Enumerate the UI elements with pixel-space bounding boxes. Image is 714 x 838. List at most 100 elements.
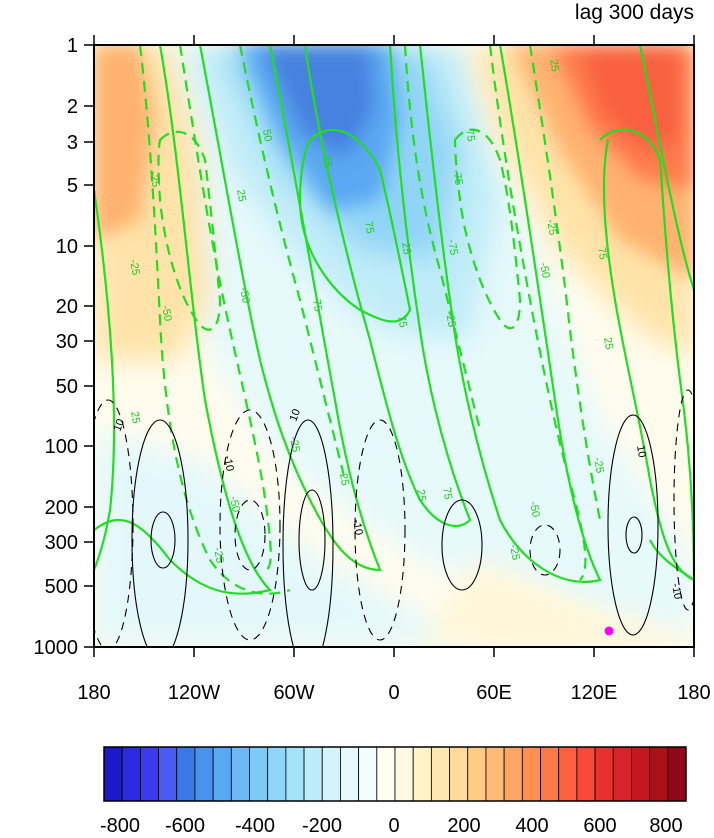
y-tick-label: 10	[56, 236, 78, 258]
x-tick-label: 60E	[476, 682, 512, 704]
chart-title: lag 300 days	[575, 1, 694, 24]
x-tick-labels: 180 120W 60W 0 60E 120E 180	[77, 682, 710, 704]
green-contour-dashed	[403, 45, 482, 431]
x-tick-label: 180	[77, 682, 110, 704]
colorbar-label: 400	[515, 815, 548, 837]
green-label: 25	[399, 241, 413, 255]
green-label: -25	[287, 435, 302, 453]
x-tick-label: 0	[388, 682, 399, 704]
green-label: 25	[320, 154, 334, 168]
black-contour-labels: 10 -10 10 -10 10 -10	[112, 407, 684, 600]
green-contour-line	[418, 45, 602, 583]
green-contour-dashed	[178, 45, 272, 572]
neg-region-light-lower	[94, 430, 520, 647]
black-contour-line	[150, 511, 176, 569]
colorbar-swatch	[558, 746, 578, 802]
colorbar-swatch	[430, 746, 450, 802]
black-contour-dashed	[354, 419, 406, 641]
black-label: 10	[634, 444, 648, 458]
colorbar-swatch	[412, 746, 432, 802]
colorbar-swatch	[158, 746, 178, 802]
colorbar-label: -800	[100, 815, 140, 837]
y-tick-label: 200	[45, 497, 78, 519]
green-label: -25	[127, 258, 142, 276]
green-label: -25	[591, 456, 606, 474]
colorbar-label: 600	[583, 815, 616, 837]
colorbar-swatch	[631, 746, 651, 802]
colorbar-label: -600	[165, 815, 205, 837]
y-tick-label: 20	[56, 296, 78, 318]
colorbar-swatch	[521, 746, 541, 802]
green-label: 75	[463, 128, 477, 142]
colorbar-swatch	[303, 746, 323, 802]
green-label: -75	[445, 238, 460, 256]
green-contour-line	[198, 45, 382, 572]
green-label: 75	[440, 486, 454, 500]
black-contour-line	[607, 414, 659, 636]
colorbar-swatch	[121, 746, 141, 802]
green-label: 25	[547, 58, 561, 72]
black-contour-line	[131, 419, 189, 647]
green-label: 25	[414, 488, 428, 502]
pos-region-left-core	[94, 45, 155, 240]
x-tick-label: 120W	[168, 682, 220, 704]
y-tick-label: 5	[67, 175, 78, 197]
black-contour-line	[441, 499, 483, 591]
green-contour-dashed	[488, 45, 587, 581]
black-label: -10	[221, 454, 236, 472]
black-label: -10	[669, 582, 684, 600]
green-contour-dashed	[453, 128, 522, 330]
y-tick-labels: 1 2 3 5 10 20 30 50 100 200 300 500 1000	[34, 35, 79, 659]
colorbar	[103, 746, 687, 802]
colorbar-swatch	[285, 746, 305, 802]
black-contour-dashed	[234, 499, 266, 571]
x-tick-label: 120E	[571, 682, 618, 704]
colorbar-swatch	[176, 746, 196, 802]
black-contour-dashed	[529, 524, 561, 576]
colorbar-swatch	[594, 746, 614, 802]
black-label: 10	[288, 407, 303, 423]
y-tick-label: 1000	[34, 637, 79, 659]
green-contours-dashed	[138, 45, 602, 595]
green-label: -50	[527, 500, 542, 518]
y-tick-label: 2	[67, 96, 78, 118]
green-contour-line	[94, 45, 273, 595]
green-contour-line	[298, 128, 412, 323]
green-label: -25	[147, 170, 162, 188]
colorbar-swatch	[449, 746, 469, 802]
colorbar-swatch	[467, 746, 487, 802]
y-tick-label: 50	[56, 376, 78, 398]
x-axis	[93, 35, 695, 657]
green-label: 75	[310, 298, 324, 312]
y-tick-label: 100	[45, 436, 78, 458]
green-contour-line	[602, 139, 694, 582]
green-label: 75	[395, 314, 409, 328]
colorbar-swatch	[540, 746, 560, 802]
colorbar-swatch	[649, 746, 669, 802]
green-contour-dashed	[138, 45, 291, 595]
colorbar-swatch	[667, 746, 687, 802]
green-label: 25	[601, 336, 615, 350]
colorbar-swatch	[485, 746, 505, 802]
green-label: 75	[595, 246, 609, 260]
green-contour-dashed	[528, 45, 602, 521]
black-contour-dashed	[673, 389, 694, 611]
colorbar-swatch	[194, 746, 214, 802]
black-label: -10	[350, 518, 365, 536]
colorbar-swatch	[212, 746, 232, 802]
green-contours	[94, 45, 694, 595]
neg-region-center	[260, 45, 375, 160]
y-tick-label: 300	[45, 532, 78, 554]
y-tick-label: 500	[45, 576, 78, 598]
colorbar-swatch	[139, 746, 159, 802]
green-contour-dashed	[157, 130, 222, 331]
black-contour-dashed	[219, 409, 281, 641]
colorbar-swatch	[230, 746, 250, 802]
colorbar-swatch	[503, 746, 523, 802]
y-tick-label: 1	[67, 35, 78, 57]
black-label: 10	[112, 417, 127, 433]
colorbar-label: -400	[235, 815, 275, 837]
location-marker	[604, 626, 614, 636]
colorbar-label: -200	[302, 815, 342, 837]
black-contour-line	[282, 419, 334, 647]
